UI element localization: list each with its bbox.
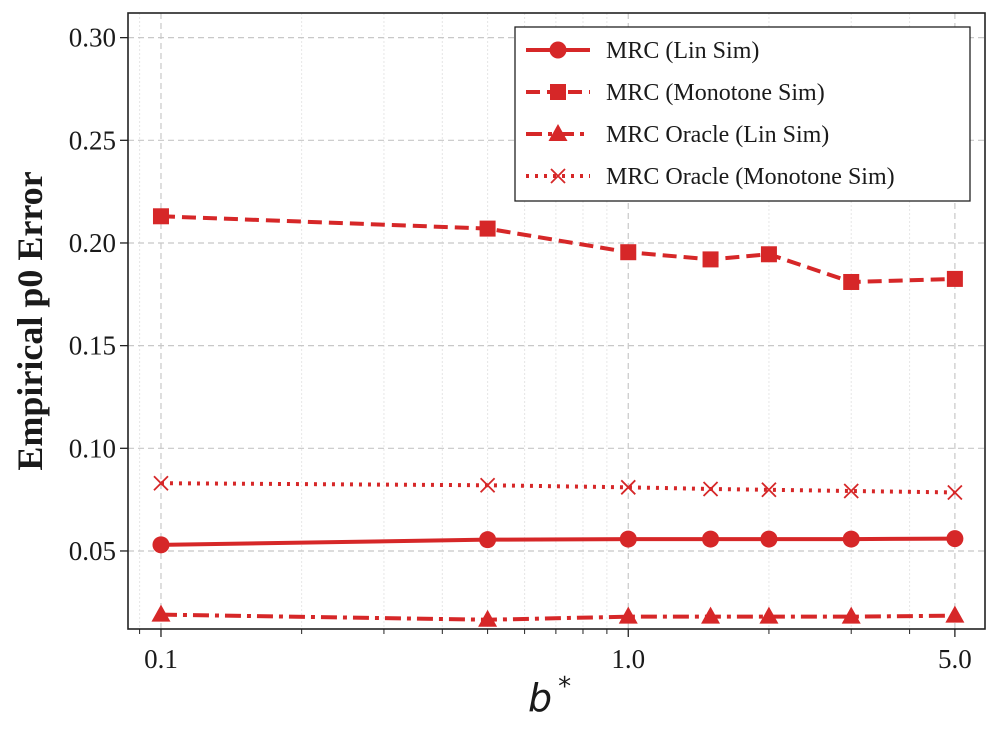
data-point: [479, 220, 496, 237]
series-line: [160, 481, 955, 495]
y-tick-label: 0.25: [69, 125, 116, 155]
data-point: [702, 251, 719, 268]
legend-entry-1: MRC (Lin Sim): [526, 38, 759, 64]
legend-marker: [550, 168, 566, 184]
y-tick-label: 0.30: [69, 23, 116, 53]
data-point: [620, 479, 636, 495]
data-point: [760, 530, 778, 548]
x-axis-label: b *: [528, 672, 571, 720]
series-line: [160, 214, 955, 284]
series-line: [160, 536, 955, 547]
data-point: [841, 606, 861, 624]
data-point: [479, 477, 496, 493]
series-line: [160, 612, 955, 622]
legend-label: MRC (Monotone Sim): [606, 80, 825, 106]
data-point: [945, 605, 965, 623]
data-point: [152, 208, 169, 225]
x-tick-label: 0.1: [144, 644, 178, 674]
data-point: [701, 606, 721, 624]
legend-entry-3: MRC Oracle (Lin Sim): [526, 122, 829, 148]
legend-entry-4: MRC Oracle (Monotone Sim): [526, 164, 895, 190]
series-4: [153, 475, 963, 501]
x-tick-label: 5.0: [938, 644, 972, 674]
y-tick-label: 0.10: [69, 433, 116, 463]
data-point: [702, 481, 719, 497]
legend-label: MRC Oracle (Lin Sim): [606, 122, 829, 148]
data-point: [620, 244, 637, 261]
data-point: [702, 530, 720, 548]
data-point: [843, 483, 859, 499]
data-point: [947, 484, 963, 501]
series-1: [152, 530, 964, 554]
legend-marker: [548, 124, 568, 141]
x-axis-label-base: b: [528, 676, 552, 720]
y-tick-label: 0.05: [69, 536, 116, 566]
y-tick-labels: 0.05 0.10 0.15 0.20 0.25 0.30: [69, 23, 116, 566]
data-point: [478, 609, 498, 627]
series-3: [151, 604, 965, 627]
y-axis-label: Empirical p0 Error: [10, 171, 50, 470]
series-2: [152, 208, 963, 290]
data-point: [619, 530, 637, 548]
data-point: [153, 475, 169, 491]
data-point: [152, 536, 170, 554]
data-point: [479, 531, 497, 549]
legend-marker: [549, 41, 567, 59]
data-point: [761, 482, 777, 498]
x-tick-labels: 0.1 1.0 5.0: [144, 644, 972, 674]
legend-label: MRC Oracle (Monotone Sim): [606, 164, 895, 190]
legend-marker: [550, 84, 566, 100]
data-point: [843, 273, 860, 290]
legend: MRC (Lin Sim) MRC (Monotone Sim) MRC Oracl…: [514, 26, 971, 202]
data-point: [760, 246, 777, 263]
data-point: [759, 606, 779, 624]
data-point: [151, 604, 171, 622]
x-axis-label-superscript: *: [558, 672, 571, 702]
legend-box: [514, 26, 971, 202]
legend-entry-2: MRC (Monotone Sim): [526, 80, 825, 106]
plot-frame: [127, 12, 986, 630]
grid-minor: [139, 13, 911, 629]
x-tick-label: 1.0: [611, 644, 645, 674]
data-point: [618, 606, 638, 624]
ticks: [120, 36, 956, 637]
y-tick-label: 0.20: [69, 228, 116, 258]
y-tick-label: 0.15: [69, 331, 116, 361]
data-point: [946, 530, 964, 548]
data-point: [842, 530, 860, 548]
series-layer: [151, 208, 965, 627]
legend-label: MRC (Lin Sim): [606, 38, 759, 64]
data-point: [946, 270, 963, 287]
